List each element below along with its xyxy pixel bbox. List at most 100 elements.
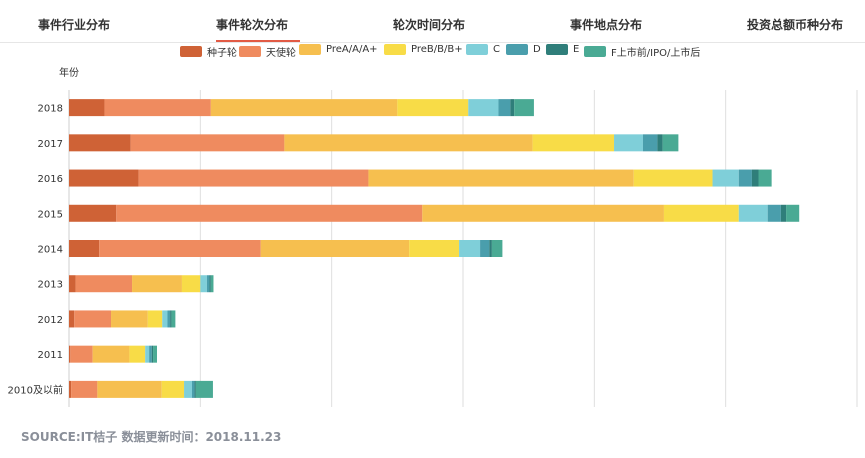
bar-segment[interactable] [116, 204, 423, 222]
bar-segment[interactable] [69, 310, 75, 328]
bar-segment[interactable] [510, 99, 515, 117]
bar-segment[interactable] [130, 134, 285, 152]
bar-segment[interactable] [712, 169, 739, 187]
legend-item-angel[interactable]: 天使轮 [239, 44, 296, 59]
bar-segment[interactable] [171, 310, 176, 328]
bar-segment[interactable] [147, 310, 163, 328]
bar-segment[interactable] [69, 275, 76, 293]
legend-label: F上市前/IPO/上市后 [611, 48, 701, 59]
tab-rounds[interactable]: 事件轮次分布 [216, 18, 289, 32]
tab-round-time[interactable]: 轮次时间分布 [393, 18, 466, 32]
legend-item-series-f-ipo[interactable]: F上市前/IPO/上市后 [584, 44, 700, 59]
bar-segment[interactable] [97, 380, 162, 398]
bar-segment[interactable] [167, 310, 171, 328]
legend-label: PreB/B/B+ [411, 44, 463, 55]
bar-segment[interactable] [194, 380, 196, 398]
tab-bar: 事件行业分布 事件轮次分布 轮次时间分布 事件地点分布 投资总额币种分布 [0, 0, 865, 43]
active-tab-underline [216, 40, 300, 42]
bar-segment[interactable] [480, 240, 490, 257]
bar-segment[interactable] [422, 204, 664, 222]
bar-segment[interactable] [191, 380, 195, 398]
bar-segment[interactable] [210, 275, 214, 293]
legend-swatch [239, 46, 261, 57]
tab-industry[interactable]: 事件行业分布 [38, 18, 111, 32]
bar-segment[interactable] [69, 169, 139, 187]
bar-segment[interactable] [532, 134, 615, 152]
bar-segment[interactable] [663, 204, 739, 222]
bar-segment[interactable] [132, 275, 182, 293]
legend-swatch [180, 46, 202, 57]
bar-segment[interactable] [738, 204, 768, 222]
bar-segment[interactable] [738, 169, 752, 187]
bar-segment[interactable] [149, 345, 152, 363]
bar-segment[interactable] [642, 134, 658, 152]
bar-segment[interactable] [74, 310, 112, 328]
bar-segment[interactable] [111, 310, 148, 328]
legend-item-series-b[interactable]: PreB/B/B+ [384, 44, 463, 55]
legend-item-series-e[interactable]: E [546, 44, 579, 55]
bar-segment[interactable] [162, 310, 168, 328]
bar-segment[interactable] [489, 240, 492, 257]
bar-segment[interactable] [657, 134, 663, 152]
bar-segment[interactable] [633, 169, 713, 187]
bar-segment[interactable] [99, 240, 261, 257]
bar-segment[interactable] [498, 99, 511, 117]
bar-segment[interactable] [71, 380, 98, 398]
bar-segment[interactable] [104, 99, 211, 117]
bar-segment[interactable] [195, 380, 213, 398]
legend-item-seed[interactable]: 种子轮 [180, 44, 237, 59]
bar-segment[interactable] [260, 240, 410, 257]
bar-segment[interactable] [468, 99, 499, 117]
bar-segment[interactable] [284, 134, 533, 152]
legend-item-series-a[interactable]: PreA/A/A+ [299, 44, 378, 55]
bar-segment[interactable] [69, 134, 131, 152]
bar-segment[interactable] [200, 275, 207, 293]
bar-segment[interactable] [170, 310, 172, 328]
y-tick-label: 2016 [38, 174, 63, 185]
bar-segment[interactable] [780, 204, 787, 222]
bar-segment[interactable] [786, 204, 800, 222]
bar-segment[interactable] [129, 345, 146, 363]
y-tick-label: 2010及以前 [8, 383, 63, 396]
bar-segment[interactable] [409, 240, 460, 257]
bar-segment[interactable] [397, 99, 469, 117]
bar-segment[interactable] [210, 99, 398, 117]
legend-item-series-c[interactable]: C [466, 44, 500, 55]
bar-segment[interactable] [209, 275, 211, 293]
bar-segment[interactable] [69, 204, 117, 222]
bar-segment[interactable] [491, 240, 503, 257]
y-tick-label: 2017 [38, 139, 63, 150]
bar-segment[interactable] [69, 345, 71, 363]
bar-segment[interactable] [614, 134, 643, 152]
legend-item-series-d[interactable]: D [506, 44, 541, 55]
bar-segment[interactable] [751, 169, 759, 187]
bar-segment[interactable] [153, 345, 157, 363]
bar-segment[interactable] [75, 275, 133, 293]
bar-segment[interactable] [151, 345, 154, 363]
bar-segment[interactable] [206, 275, 210, 293]
y-axis-title: 年份 [59, 66, 79, 79]
bar-segment[interactable] [368, 169, 634, 187]
tab-location[interactable]: 事件地点分布 [570, 18, 643, 32]
y-tick-label: 2015 [38, 209, 63, 220]
bar-segment[interactable] [69, 99, 105, 117]
bar-segment[interactable] [92, 345, 130, 363]
bar-segment[interactable] [184, 380, 192, 398]
bar-segment[interactable] [662, 134, 679, 152]
tab-currency[interactable]: 投资总额币种分布 [747, 18, 844, 32]
bar-segment[interactable] [758, 169, 772, 187]
bar-segment[interactable] [161, 380, 185, 398]
legend-swatch [506, 44, 528, 55]
bar-segment[interactable] [69, 380, 72, 398]
bar-segment[interactable] [181, 275, 201, 293]
legend-label: C [493, 44, 500, 55]
bar-segment[interactable] [459, 240, 481, 257]
legend-swatch [584, 46, 606, 57]
legend-label: 种子轮 [207, 48, 237, 59]
bar-segment[interactable] [69, 240, 100, 257]
bar-segment[interactable] [145, 345, 150, 363]
bar-segment[interactable] [70, 345, 93, 363]
bar-segment[interactable] [138, 169, 369, 187]
bar-segment[interactable] [767, 204, 781, 222]
bar-segment[interactable] [514, 99, 534, 117]
